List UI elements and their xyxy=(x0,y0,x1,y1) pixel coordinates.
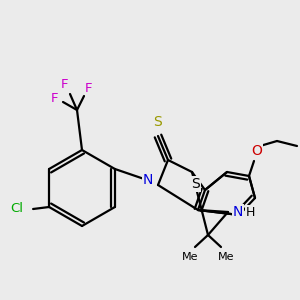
Text: S: S xyxy=(154,115,162,129)
Text: F: F xyxy=(85,82,93,94)
Text: S: S xyxy=(192,177,200,191)
Text: F: F xyxy=(61,77,69,91)
Text: H: H xyxy=(245,206,255,218)
Text: Cl: Cl xyxy=(11,202,24,215)
Text: Me: Me xyxy=(182,252,198,262)
Text: F: F xyxy=(51,92,59,104)
Text: N: N xyxy=(143,173,153,187)
Text: N: N xyxy=(233,205,243,219)
Text: Me: Me xyxy=(218,252,234,262)
Text: O: O xyxy=(252,144,262,158)
